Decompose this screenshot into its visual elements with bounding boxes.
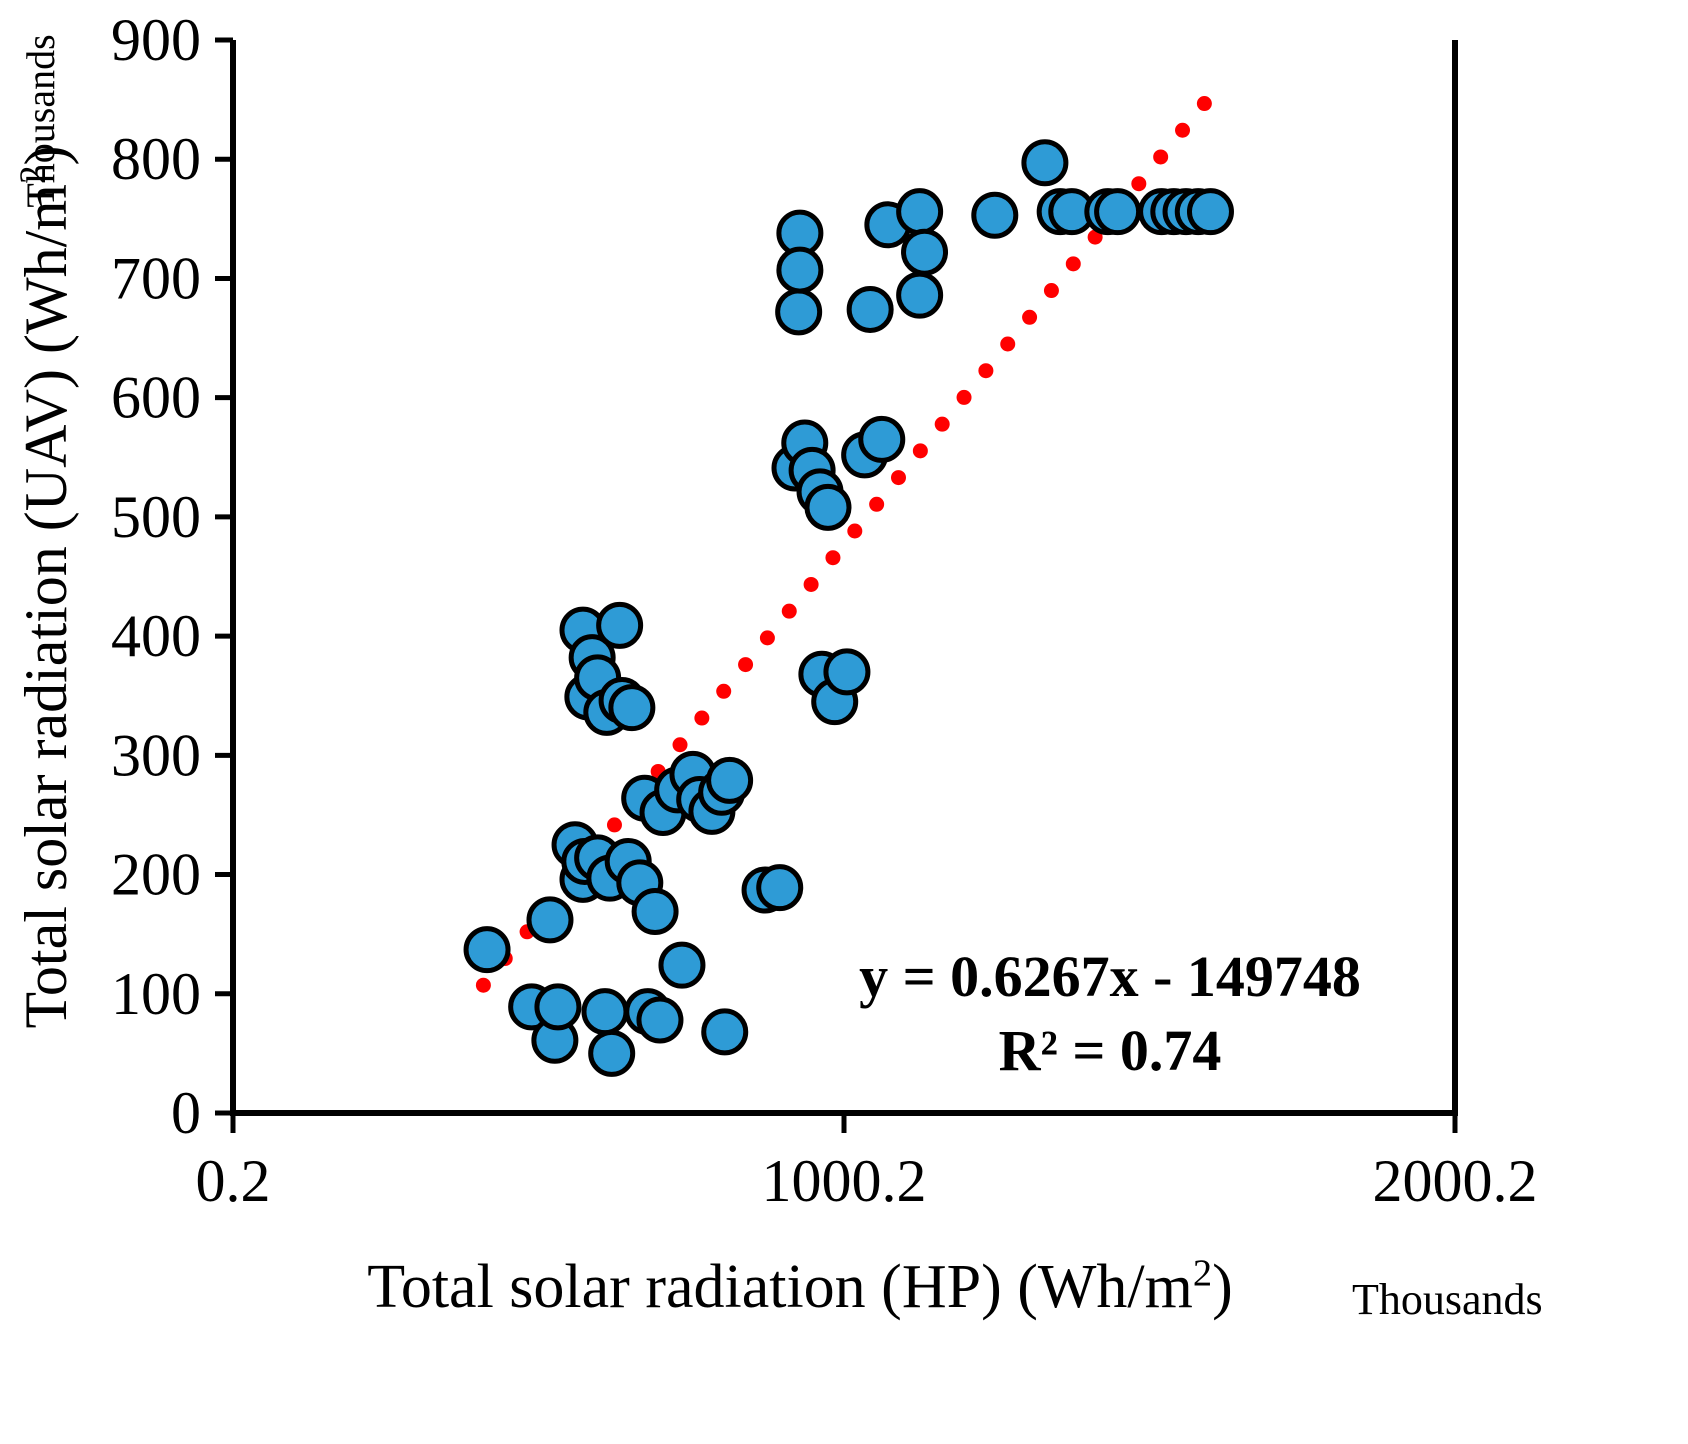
y-axis-title: Total solar radiation (UAV) (Wh/m2): [12, 37, 92, 1137]
x-axis-title-close: ): [1212, 1253, 1233, 1321]
trendline-dot: [1196, 96, 1212, 112]
trendline-dot: [825, 550, 841, 566]
data-point: [756, 864, 804, 912]
trendline-dot: [1000, 336, 1016, 352]
trendline-dot: [606, 817, 622, 833]
y-tick-label: 100: [111, 961, 201, 1027]
trendline-dot: [716, 683, 732, 699]
y-axis-title-superscript: 2: [13, 165, 54, 185]
trendline-dot: [759, 630, 775, 646]
trendline-dot: [956, 389, 972, 405]
y-tick-label: 700: [111, 245, 201, 311]
x-axis-units: Thousands: [1352, 1275, 1543, 1324]
data-point: [608, 684, 656, 732]
trendline-dot: [672, 737, 688, 753]
x-tick-label: 2000.2: [1373, 1148, 1538, 1214]
data-point: [1094, 188, 1142, 236]
y-axis-title-close: ): [13, 145, 79, 166]
trendline-dot: [475, 977, 491, 993]
r-squared-value: R² = 0.74: [998, 1018, 1222, 1084]
trendline-dot: [912, 443, 928, 459]
trendline-dot: [890, 470, 906, 486]
data-point: [901, 228, 949, 276]
y-tick-label: 600: [111, 365, 201, 431]
trendline-dot: [1175, 122, 1191, 138]
data-point: [658, 941, 706, 989]
data-point: [526, 896, 574, 944]
y-tick-label: 800: [111, 126, 201, 192]
trendline-dot: [781, 603, 797, 619]
data-point: [823, 648, 871, 696]
regression-equation: y = 0.6267x - 149748: [859, 944, 1361, 1009]
data-point: [804, 483, 852, 531]
data-point: [1186, 188, 1234, 236]
y-axis-title-text: Total solar radiation (UAV) (Wh/m: [13, 184, 79, 1029]
trendline-dot: [1065, 256, 1081, 272]
y-tick-label: 500: [111, 484, 201, 550]
trendline-dot: [694, 710, 710, 726]
y-tick-label: 300: [111, 722, 201, 788]
data-point: [706, 756, 754, 804]
trendline-dot: [1131, 176, 1147, 192]
trendline-annotation: y = 0.6267x - 149748 R² = 0.74: [770, 940, 1450, 1088]
y-tick-label: 900: [111, 7, 201, 73]
data-point: [534, 983, 582, 1031]
y-tick-label: 400: [111, 603, 201, 669]
data-point: [775, 288, 823, 336]
data-point: [631, 888, 679, 936]
y-tick-label: 200: [111, 842, 201, 908]
data-point: [858, 415, 906, 463]
data-point: [701, 1008, 749, 1056]
data-point: [971, 191, 1019, 239]
trendline-dot: [1043, 283, 1059, 299]
data-point: [846, 285, 894, 333]
trendline-dot: [738, 657, 754, 673]
data-point: [896, 271, 944, 319]
trendline-dot: [1153, 149, 1169, 165]
trendline-dot: [1022, 309, 1038, 325]
x-tick-label: 0.2: [196, 1148, 271, 1214]
data-point: [588, 1029, 636, 1077]
y-tick-label: 0: [171, 1080, 201, 1146]
data-point: [636, 996, 684, 1044]
data-point: [896, 188, 944, 236]
trendline-dot: [869, 496, 885, 512]
trendline-dot: [847, 523, 863, 539]
trendline-dot: [978, 363, 994, 379]
data-point: [463, 926, 511, 974]
data-point: [776, 246, 824, 294]
x-axis-title-text: Total solar radiation (HP) (Wh/m: [367, 1253, 1193, 1321]
data-point: [1021, 139, 1069, 187]
data-point: [581, 988, 629, 1036]
trendline-dot: [934, 416, 950, 432]
x-axis-title: Total solar radiation (HP) (Wh/m2): [290, 1252, 1310, 1323]
data-point: [596, 601, 644, 649]
trendline-dot: [803, 576, 819, 592]
x-axis-title-superscript: 2: [1192, 1252, 1213, 1295]
x-tick-label: 1000.2: [762, 1148, 927, 1214]
